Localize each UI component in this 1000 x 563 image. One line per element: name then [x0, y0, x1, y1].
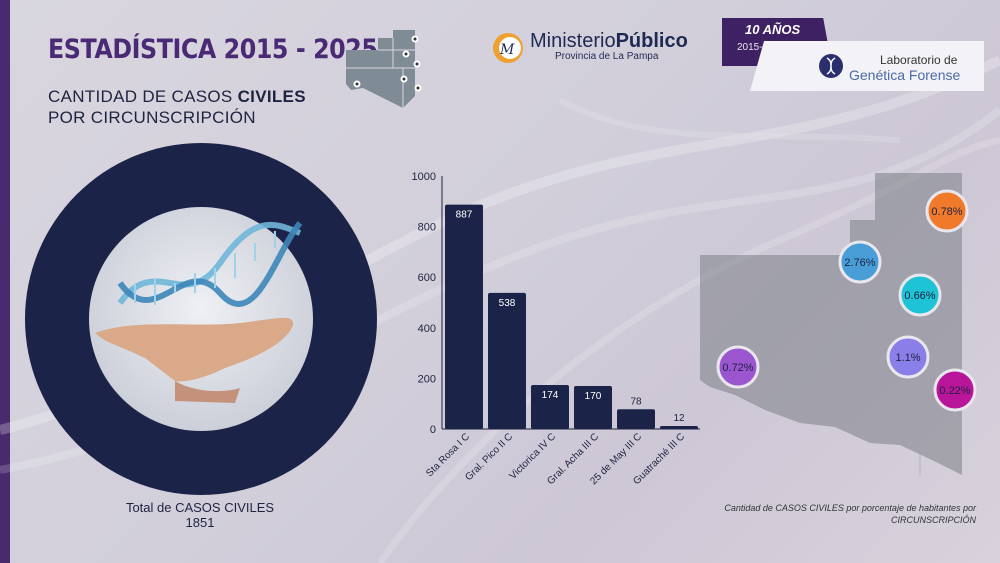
- open-hand-icon: [95, 317, 294, 403]
- bar-value-label: 12: [673, 413, 685, 424]
- bar-value-label: 174: [542, 390, 559, 401]
- map-bubble-label: 0.66%: [904, 290, 935, 302]
- y-tick-label: 0: [430, 424, 436, 436]
- ministerio-publico-logo-icon: M: [493, 33, 523, 63]
- bar: [488, 292, 526, 429]
- map-bubble: [838, 240, 882, 284]
- total-value: 1851: [185, 515, 215, 530]
- province-map: 0.78% 2.76% 0.66% 1.1% 0.72% 0.22%: [700, 173, 977, 475]
- y-tick-label: 600: [418, 272, 436, 284]
- total-cases-donut: [25, 143, 377, 495]
- bar-value-label: 887: [456, 210, 473, 221]
- x-tick-label: Sta Rosa I C: [424, 431, 472, 479]
- anniversary-years: 2015-2025: [737, 42, 785, 53]
- bar: [660, 425, 698, 429]
- lab-name-line2: Genética Forense: [849, 67, 961, 83]
- map-bubble: [925, 189, 969, 233]
- map-bubble-label: 0.22%: [939, 385, 970, 397]
- dna-helix-icon: [117, 221, 303, 307]
- lab-logo-box: [750, 41, 984, 91]
- donut-center: [89, 207, 313, 431]
- bar-value-label: 170: [585, 391, 602, 402]
- total-label: Total de CASOS CIVILES: [125, 500, 275, 515]
- bar: [574, 385, 612, 429]
- page-subtitle-line2: POR CIRCUNSCRIPCIÓN: [48, 108, 256, 127]
- bar: [531, 384, 569, 429]
- anniversary-title: 10 AÑOS: [745, 22, 801, 37]
- subtitle-emphasis: CIVILES: [237, 87, 306, 106]
- bar: [445, 204, 483, 429]
- y-tick-label: 200: [418, 373, 436, 385]
- y-tick-label: 800: [418, 222, 436, 234]
- svg-text:M: M: [499, 42, 515, 58]
- map-bubble: [898, 273, 942, 317]
- map-bubble-label: 0.78%: [931, 206, 962, 218]
- ministerio-publico-province: Provincia de La Pampa: [555, 51, 659, 62]
- y-tick-label: 1000: [412, 171, 436, 183]
- bar-value-label: 538: [499, 298, 516, 309]
- province-map-shape: [700, 173, 962, 475]
- page-title: ESTADÍSTICA 2015 - 2025: [48, 34, 378, 65]
- lab-dna-logo-icon: [819, 54, 843, 78]
- bar-value-label: 78: [630, 396, 642, 407]
- map-bubble-label: 1.1%: [895, 352, 920, 364]
- ministerio-publico-name: MinisterioPúblico: [530, 30, 688, 52]
- map-caption: Cantidad de CASOS CIVILES por porcentaje…: [724, 503, 976, 525]
- map-bubble-label: 2.76%: [844, 257, 875, 269]
- province-map-mini-icon: [346, 30, 422, 108]
- lab-name-line1: Laboratorio de: [880, 53, 958, 67]
- map-bubble-label: 0.72%: [722, 362, 753, 374]
- left-accent-stripe: [0, 0, 10, 563]
- map-bubble: [716, 345, 760, 389]
- map-bubble: [933, 368, 977, 412]
- y-tick-label: 400: [418, 323, 436, 335]
- page-subtitle: CANTIDAD DE CASOS CIVILES: [48, 87, 306, 106]
- bar: [617, 409, 655, 429]
- map-bubble: [886, 335, 930, 379]
